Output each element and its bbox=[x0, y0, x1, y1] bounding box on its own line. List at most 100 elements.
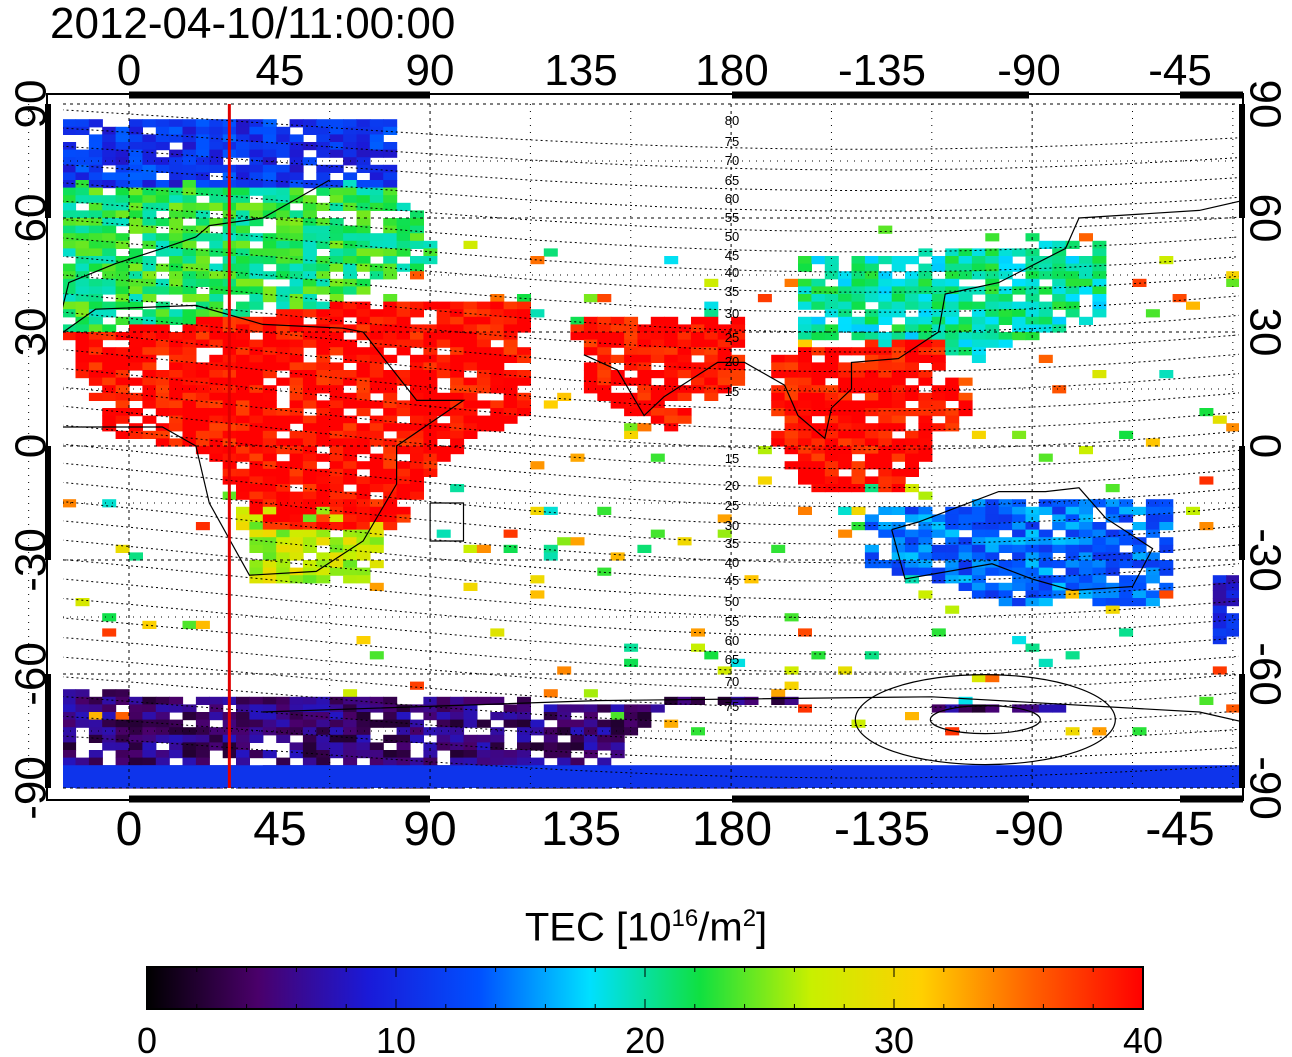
tec-cell bbox=[1052, 506, 1067, 515]
tec-cell bbox=[1212, 582, 1227, 591]
tec-cell bbox=[209, 240, 224, 249]
tec-cell bbox=[971, 582, 986, 591]
tec-cell bbox=[236, 142, 250, 151]
tec-cell bbox=[396, 750, 411, 759]
tec-cell bbox=[1065, 278, 1080, 287]
tec-cell bbox=[142, 354, 157, 363]
tec-cell bbox=[236, 430, 250, 439]
contour-label: 75 bbox=[725, 134, 739, 149]
tec-cell bbox=[610, 354, 625, 363]
tec-cell bbox=[63, 742, 77, 751]
tec-cell bbox=[1038, 324, 1053, 333]
tec-cell bbox=[918, 400, 933, 409]
tec-cell bbox=[838, 476, 853, 485]
tec-cell bbox=[905, 324, 919, 333]
tec-cell bbox=[289, 119, 304, 128]
tec-cell bbox=[129, 696, 143, 705]
tec-cell bbox=[878, 370, 893, 379]
tec-cell bbox=[316, 499, 331, 508]
tec-cell bbox=[410, 332, 424, 341]
tec-cell bbox=[262, 400, 277, 409]
tec-cell bbox=[1065, 552, 1080, 561]
tec-cell bbox=[450, 392, 465, 401]
tec-cell bbox=[276, 537, 291, 546]
tec-cell bbox=[262, 423, 277, 432]
tec-cell bbox=[369, 423, 384, 432]
tec-cell bbox=[757, 446, 772, 455]
tec-cell bbox=[316, 438, 331, 447]
tec-cell bbox=[971, 567, 986, 576]
tec-cell bbox=[369, 750, 384, 759]
tec-cell bbox=[436, 719, 451, 728]
tec-cell bbox=[1119, 560, 1134, 569]
tec-cell bbox=[1012, 544, 1027, 553]
tec-cell bbox=[343, 354, 358, 363]
tec-cell bbox=[490, 408, 505, 417]
tec-cell bbox=[343, 742, 358, 751]
tec-cell bbox=[1038, 354, 1053, 363]
tec-cell bbox=[891, 522, 906, 531]
tec-cell bbox=[931, 347, 946, 356]
tec-cell bbox=[864, 278, 879, 287]
tec-cell bbox=[75, 598, 90, 607]
tec-polar-band bbox=[63, 765, 1239, 788]
tec-cell bbox=[784, 415, 799, 424]
tec-cell bbox=[63, 142, 77, 151]
tec-cell bbox=[530, 575, 545, 584]
tec-cell bbox=[1065, 529, 1080, 538]
tec-cell bbox=[798, 377, 812, 386]
tec-cell bbox=[824, 400, 839, 409]
tec-cell bbox=[1038, 271, 1053, 280]
tec-cell bbox=[891, 423, 906, 432]
tec-cell bbox=[450, 750, 465, 759]
tec-cell bbox=[75, 712, 90, 721]
tec-cell bbox=[851, 332, 866, 341]
tec-cell bbox=[1145, 598, 1160, 607]
tec-cell bbox=[316, 263, 331, 272]
tec-cell bbox=[891, 324, 906, 333]
tec-cell bbox=[209, 119, 224, 128]
tec-cell bbox=[410, 400, 424, 409]
tec-cell bbox=[356, 248, 371, 257]
tec-cell bbox=[236, 164, 250, 173]
tec-cell bbox=[102, 218, 117, 227]
tec-cell bbox=[383, 438, 398, 447]
tec-cell bbox=[276, 696, 291, 705]
tec-cell bbox=[1226, 628, 1239, 637]
tec-cell bbox=[650, 400, 665, 409]
tec-cell bbox=[302, 757, 317, 766]
tec-cell bbox=[383, 126, 398, 135]
tec-cell bbox=[262, 575, 277, 584]
tec-cell bbox=[476, 400, 491, 409]
tec-cell bbox=[155, 157, 170, 166]
tec-cell bbox=[490, 750, 505, 759]
tec-cell bbox=[383, 218, 398, 227]
tec-cell bbox=[289, 575, 304, 584]
tec-cell bbox=[262, 438, 277, 447]
tec-cell bbox=[1052, 499, 1067, 508]
tec-cell bbox=[423, 400, 438, 409]
tec-cell bbox=[798, 461, 812, 470]
tec-cell bbox=[236, 347, 250, 356]
tec-cell bbox=[918, 514, 933, 523]
tec-cell bbox=[945, 347, 960, 356]
tec-cell bbox=[369, 309, 384, 318]
tec-cell bbox=[1212, 415, 1227, 424]
tec-cell bbox=[169, 180, 184, 189]
tec-cell bbox=[356, 461, 371, 470]
tec-cell bbox=[476, 415, 491, 424]
tec-cell bbox=[343, 202, 358, 211]
tec-cell bbox=[356, 134, 371, 143]
tec-cell bbox=[878, 506, 893, 515]
tec-cell bbox=[490, 332, 505, 341]
tec-cell bbox=[383, 195, 398, 204]
tec-cell bbox=[356, 347, 371, 356]
coastline bbox=[63, 304, 466, 576]
tec-cell bbox=[998, 499, 1013, 508]
tec-cell bbox=[557, 392, 572, 401]
tec-cell bbox=[731, 658, 746, 667]
tec-cell bbox=[115, 134, 130, 143]
tec-cell bbox=[155, 696, 170, 705]
tec-cell bbox=[356, 400, 371, 409]
tec-cell bbox=[891, 567, 906, 576]
